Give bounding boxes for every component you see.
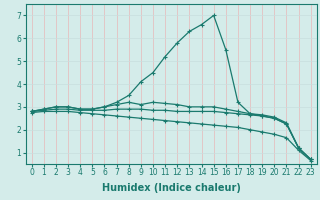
X-axis label: Humidex (Indice chaleur): Humidex (Indice chaleur) <box>102 183 241 193</box>
